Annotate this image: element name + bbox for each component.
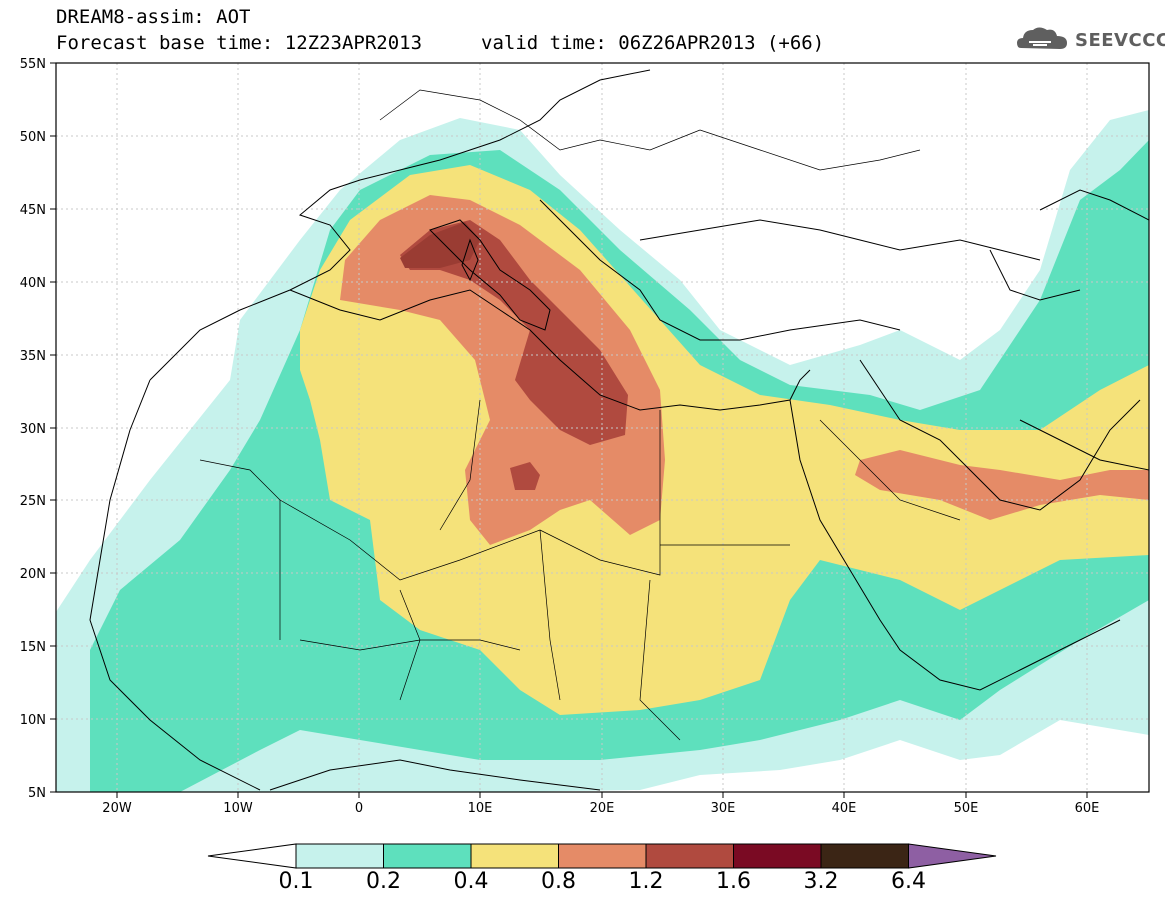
axis-ticks (50, 62, 1088, 798)
colorbar-label: 0.1 (278, 869, 314, 894)
colorbar-label: 0.2 (366, 869, 401, 894)
colorbar-label: 6.4 (891, 869, 926, 894)
colorbar-swatch (733, 843, 822, 869)
lat-label: 15N (20, 640, 46, 655)
lat-label: 10N (20, 713, 46, 728)
graticule (56, 63, 1149, 792)
colorbar-swatch (295, 843, 384, 869)
lon-label: 20E (590, 801, 615, 816)
cloud-icon (1017, 27, 1067, 49)
seevccc-logo: SEEVCCC (1075, 30, 1165, 51)
lon-label: 10E (468, 801, 493, 816)
lat-label: 20N (20, 567, 46, 582)
colorbar-label: 1.2 (628, 869, 664, 894)
lon-label: 20W (102, 801, 132, 816)
forecast-base-time: Forecast base time: 12Z23APR2013 (56, 32, 423, 54)
borders (199, 89, 961, 741)
lat-labels: 55N 50N 45N 40N 35N 30N 25N 20N 15N 10N … (20, 57, 46, 801)
lat-label: 55N (20, 57, 46, 72)
lon-label: 0 (355, 801, 363, 816)
colorbar-label: 0.4 (453, 869, 489, 894)
colorbar-swatch (820, 843, 909, 869)
aot-field-16 (400, 222, 480, 268)
valid-time: valid time: 06Z26APR2013 (+66) (481, 32, 825, 54)
colorbar (207, 843, 997, 869)
colorbar-swatch (645, 843, 734, 869)
lat-label: 25N (20, 494, 46, 509)
aot-field-12 (400, 220, 628, 490)
lat-label: 30N (20, 422, 46, 437)
lon-label: 40E (832, 801, 857, 816)
colorbar-high-arrow (908, 843, 997, 869)
lon-labels: 20W 10W 0 10E 20E 30E 40E 50E 60E (102, 801, 1099, 816)
lat-label: 40N (20, 276, 46, 291)
lon-label: 30E (711, 801, 736, 816)
lat-label: 5N (28, 786, 46, 801)
chart-title: DREAM8-assim: AOT (56, 6, 251, 28)
lon-label: 10W (223, 801, 253, 816)
colorbar-swatch (383, 843, 472, 869)
colorbar-label: 1.6 (716, 869, 751, 894)
lon-label: 50E (954, 801, 979, 816)
lat-label: 45N (20, 203, 46, 218)
colorbar-low-arrow (207, 843, 297, 869)
lat-label: 35N (20, 349, 46, 364)
lon-label: 60E (1075, 801, 1100, 816)
lat-label: 50N (20, 130, 46, 145)
colorbar-swatch (470, 843, 559, 869)
colorbar-label: 0.8 (541, 869, 576, 894)
colorbar-label: 3.2 (803, 869, 839, 894)
coastlines (89, 69, 1149, 791)
colorbar-swatch (558, 843, 647, 869)
